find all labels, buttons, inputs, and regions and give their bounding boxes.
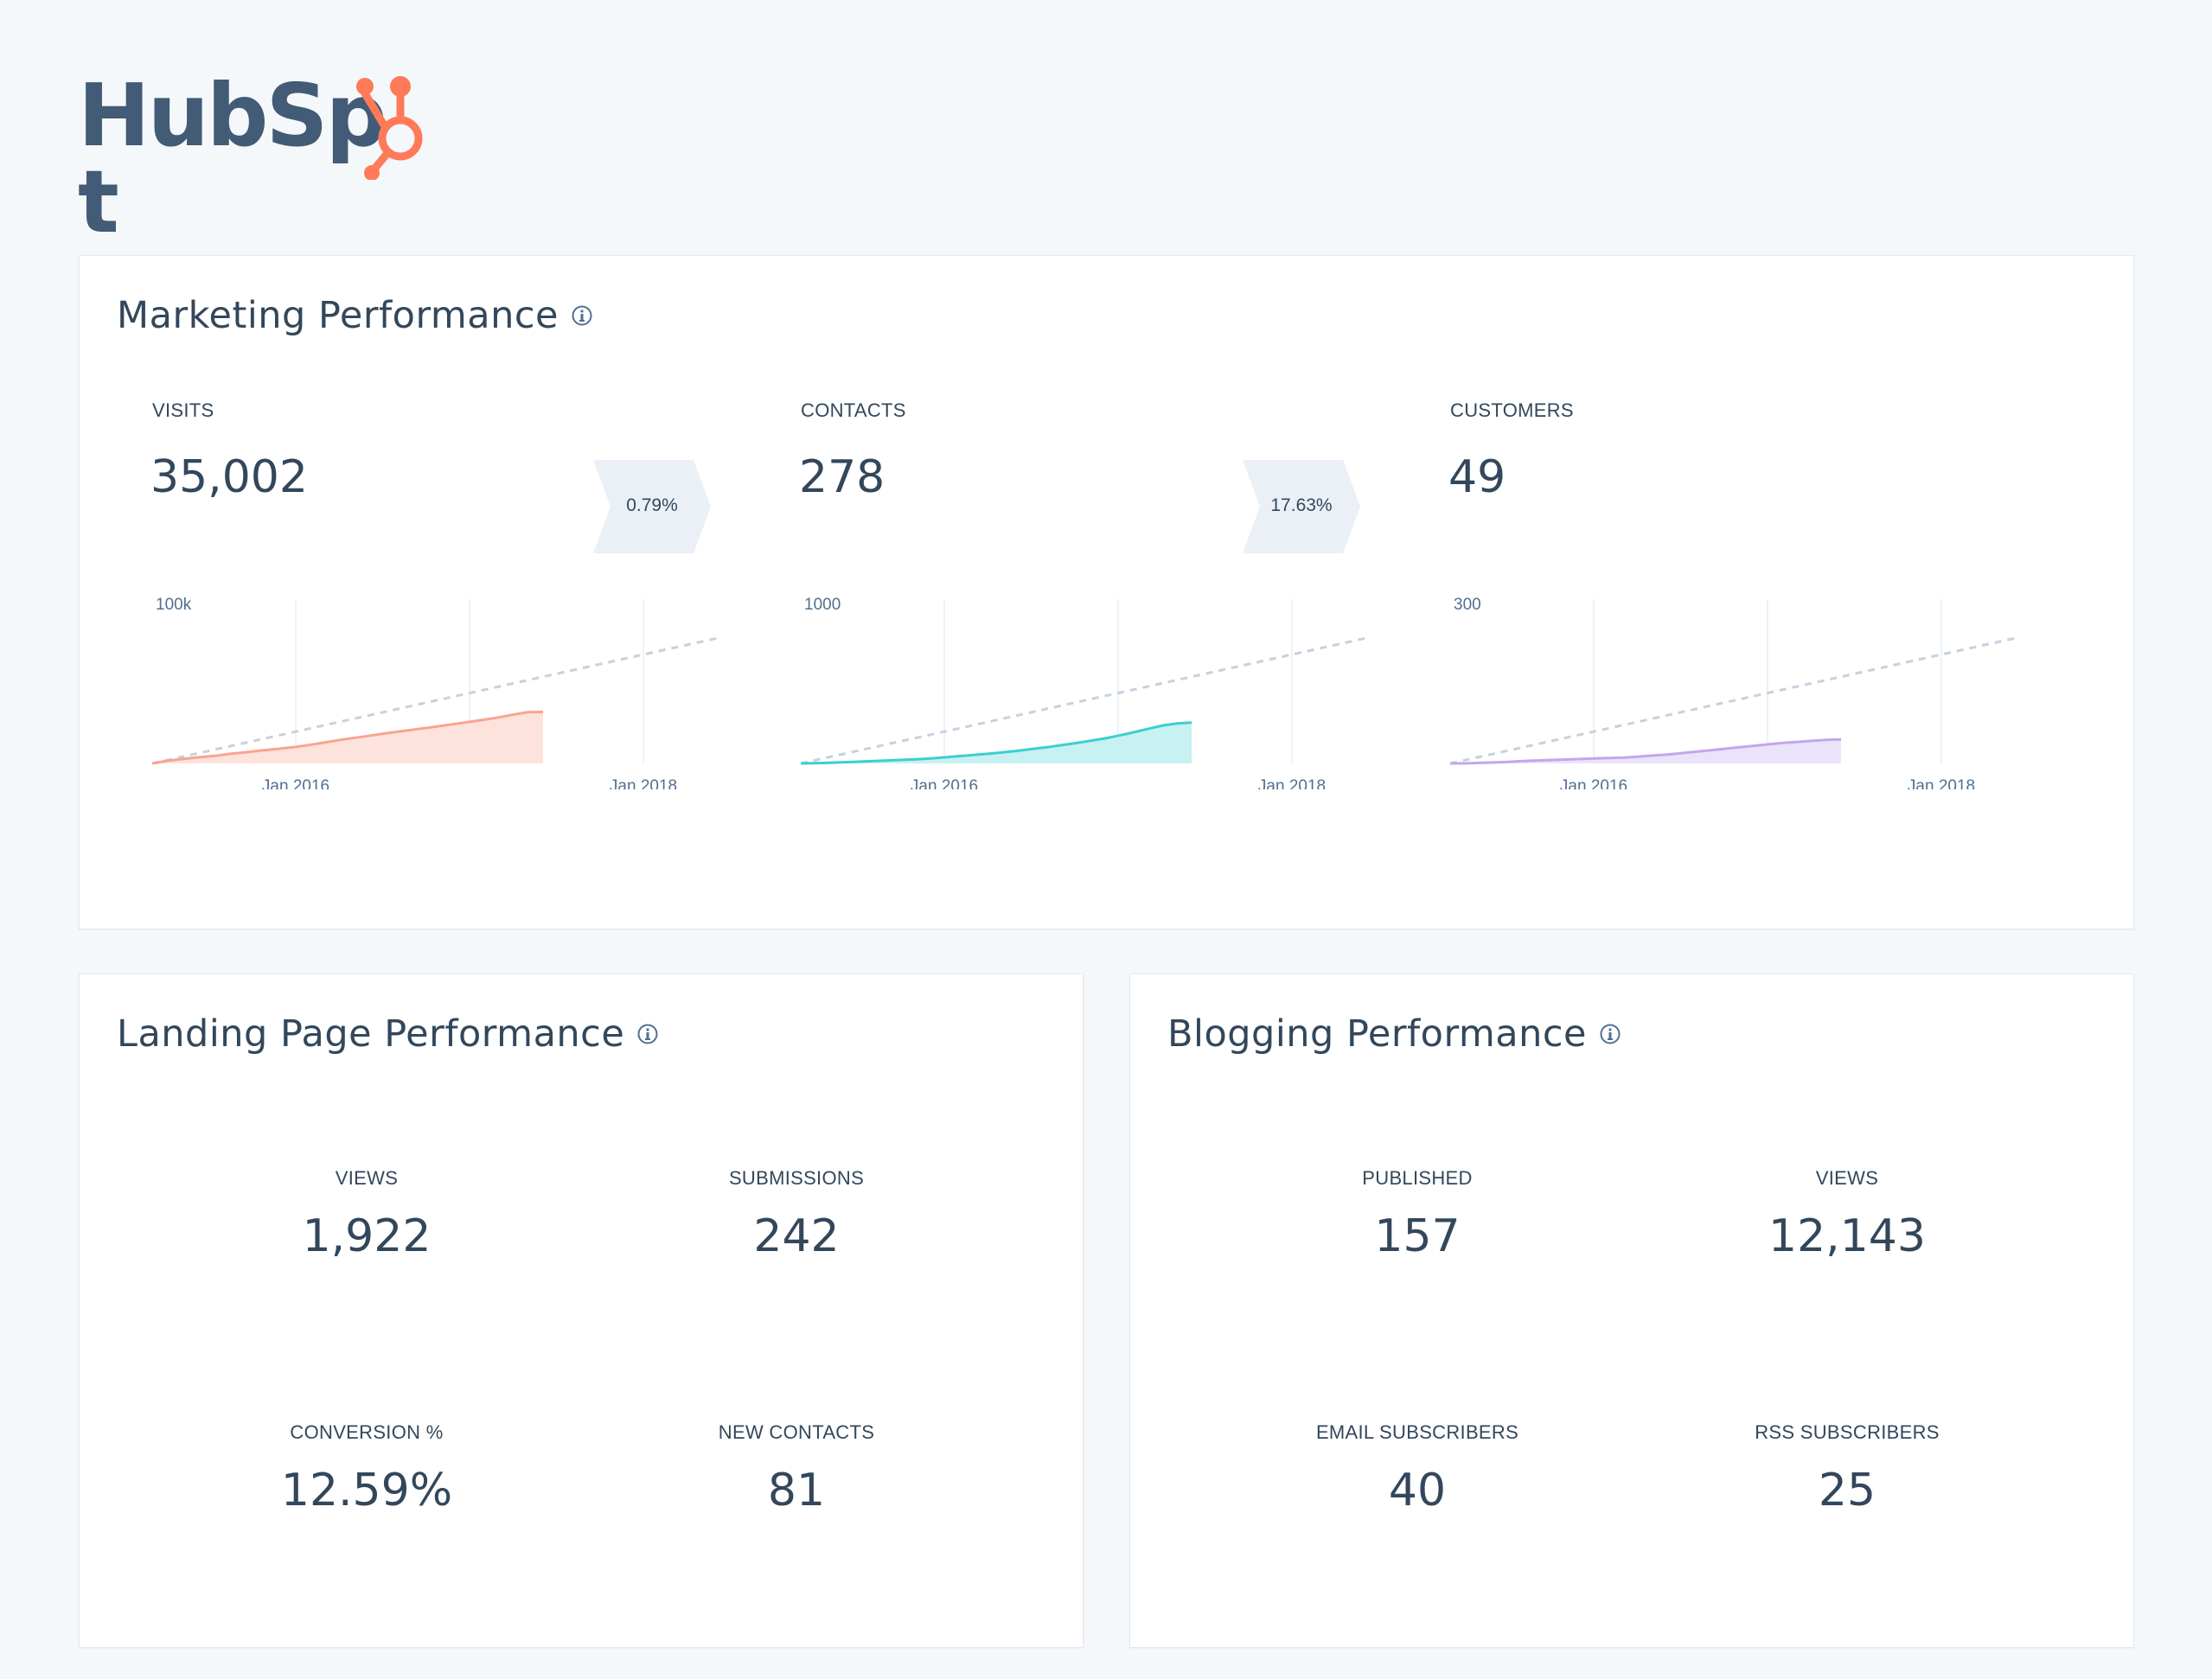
stat-published: PUBLISHED 157	[1227, 1167, 1608, 1262]
contacts-chart[interactable]: 1000 Jan 2016 Jan 2018	[801, 591, 1371, 789]
stat-email-subscribers: EMAIL SUBSCRIBERS 40	[1227, 1421, 1608, 1516]
stat-blog-views: VIEWS 12,143	[1657, 1167, 2037, 1262]
x-axis-tick-label: Jan 2018	[610, 777, 677, 789]
x-axis-tick-label: Jan 2018	[1908, 777, 1975, 789]
x-axis-tick-label: Jan 2016	[911, 777, 978, 789]
goal-line	[1450, 636, 2017, 765]
customers-value: 49	[1448, 451, 1506, 503]
customers-chart[interactable]: 300 Jan 2016 Jan 2018	[1450, 591, 2021, 789]
stat-value: 157	[1374, 1210, 1461, 1262]
stat-label: VIEWS	[1815, 1167, 1879, 1189]
stat-label: EMAIL SUBSCRIBERS	[1315, 1421, 1519, 1443]
stat-views: VIEWS 1,922	[176, 1167, 557, 1262]
stat-value: 12.59%	[280, 1465, 453, 1516]
series-area	[801, 722, 1192, 763]
info-icon[interactable]	[571, 304, 593, 327]
stat-label: CONVERSION %	[290, 1421, 444, 1443]
stat-label: NEW CONTACTS	[718, 1421, 875, 1443]
contacts-to-customers-rate: 17.63%	[1270, 495, 1333, 515]
hubspot-logo[interactable]: HubSpt	[78, 67, 441, 246]
series-area	[152, 712, 543, 763]
info-icon[interactable]	[636, 1023, 659, 1045]
goal-line	[801, 636, 1367, 765]
stat-label: VIEWS	[335, 1167, 399, 1189]
x-axis-tick-label: Jan 2016	[262, 777, 329, 789]
card-title: Marketing Performance	[117, 294, 593, 337]
y-axis-max-label: 100k	[156, 596, 192, 614]
y-axis-max-label: 1000	[804, 596, 841, 614]
customers-label: CUSTOMERS	[1450, 399, 1574, 421]
visits-label: VISITS	[152, 399, 214, 421]
conversion-rate-chevron	[1243, 460, 1360, 553]
goal-line	[152, 636, 719, 765]
visits-chart[interactable]: 100k Jan 2016 Jan 2018	[152, 591, 723, 789]
stat-value: 1,922	[302, 1210, 432, 1262]
sprocket-icon	[356, 76, 423, 180]
conversion-rate-chevron	[593, 460, 711, 553]
contacts-label: CONTACTS	[801, 399, 906, 421]
x-axis-tick-label: Jan 2018	[1258, 777, 1326, 789]
stat-submissions: SUBMISSIONS 242	[606, 1167, 987, 1262]
info-icon[interactable]	[1599, 1023, 1621, 1045]
stat-conversion: CONVERSION % 12.59%	[176, 1421, 557, 1516]
stat-label: SUBMISSIONS	[728, 1167, 865, 1189]
stat-value: 81	[767, 1465, 826, 1516]
stat-value: 12,143	[1768, 1210, 1926, 1262]
marketing-performance-card: Marketing Performance VISITS 35,002 CONT…	[79, 255, 2134, 929]
series-area	[1450, 739, 1841, 763]
y-axis-max-label: 300	[1454, 596, 1481, 614]
stat-value: 40	[1388, 1465, 1447, 1516]
stat-label: PUBLISHED	[1362, 1167, 1473, 1189]
series-line	[801, 721, 1192, 765]
series-line	[1450, 737, 1842, 765]
logo-text: HubSpt	[78, 65, 387, 252]
x-axis-tick-label: Jan 2016	[1560, 777, 1627, 789]
landing-page-performance-card: Landing Page Performance VIEWS 1,922 SUB…	[79, 974, 1084, 1648]
visits-value: 35,002	[150, 451, 308, 503]
card-title: Landing Page Performance	[117, 1012, 659, 1056]
stat-rss-subscribers: RSS SUBSCRIBERS 25	[1657, 1421, 2037, 1516]
stat-new-contacts: NEW CONTACTS 81	[606, 1421, 987, 1516]
stat-value: 25	[1818, 1465, 1876, 1516]
contacts-value: 278	[799, 451, 885, 503]
series-line	[152, 711, 544, 765]
blogging-performance-card: Blogging Performance PUBLISHED 157 VIEWS…	[1129, 974, 2134, 1648]
stat-value: 242	[753, 1210, 840, 1262]
stat-label: RSS SUBSCRIBERS	[1755, 1421, 1940, 1443]
visits-to-contacts-rate: 0.79%	[626, 495, 678, 515]
card-title: Blogging Performance	[1167, 1012, 1621, 1056]
